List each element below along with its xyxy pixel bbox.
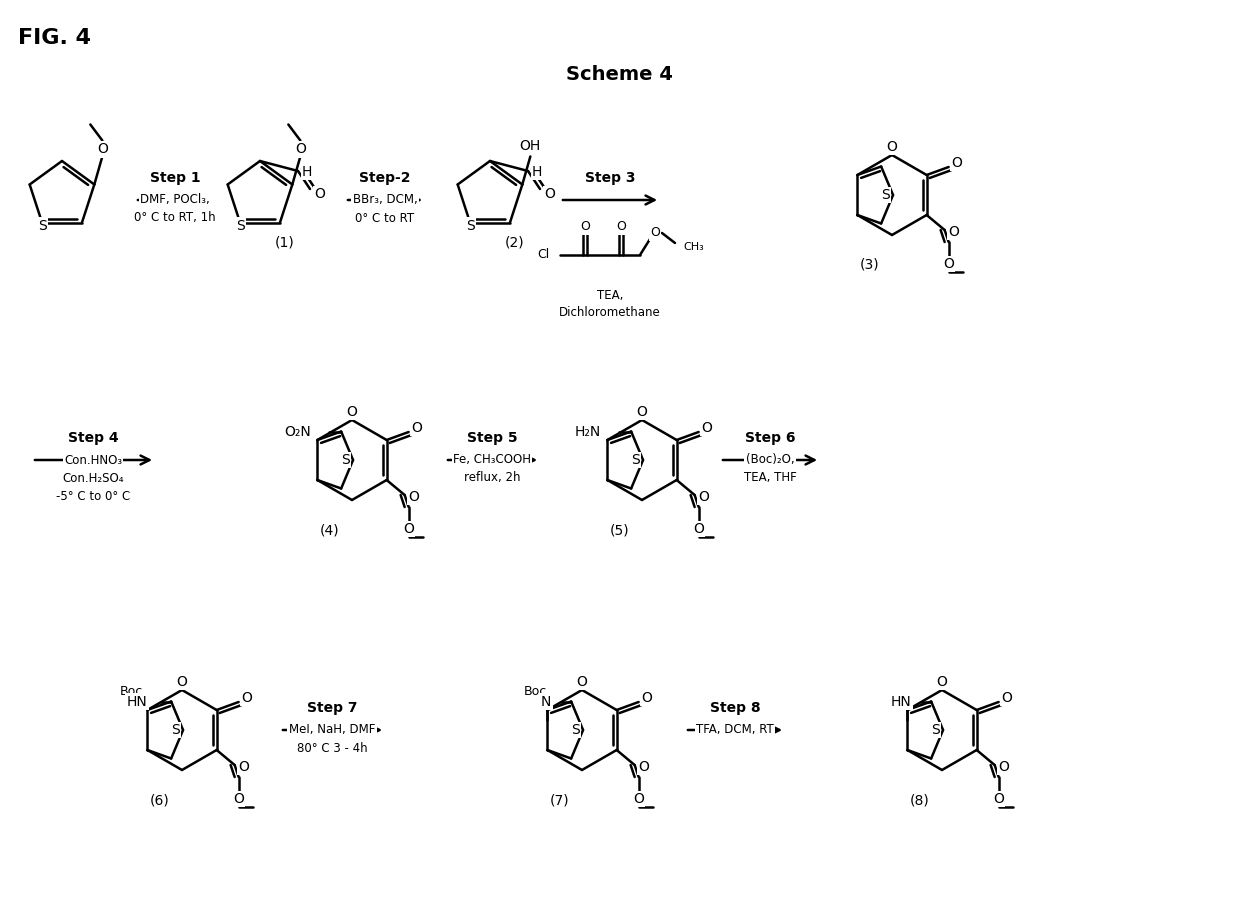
Text: Cl: Cl bbox=[538, 248, 550, 262]
Text: Boc: Boc bbox=[120, 685, 144, 698]
Text: Con.H₂SO₄: Con.H₂SO₄ bbox=[62, 472, 124, 484]
Text: (3): (3) bbox=[860, 258, 880, 272]
Text: S: S bbox=[930, 723, 939, 737]
Text: (5): (5) bbox=[610, 523, 629, 537]
Text: Step 3: Step 3 bbox=[585, 171, 636, 185]
Text: O: O bbox=[409, 490, 420, 504]
Text: Step 4: Step 4 bbox=[68, 431, 118, 445]
Text: H: H bbox=[302, 165, 312, 179]
Text: TEA,: TEA, bbox=[597, 288, 623, 302]
Text: S: S bbox=[235, 218, 244, 233]
Text: O: O bbox=[97, 143, 108, 156]
Text: O: O bbox=[999, 760, 1010, 774]
Text: Step-2: Step-2 bbox=[359, 171, 411, 185]
Text: TFA, DCM, RT: TFA, DCM, RT bbox=[696, 724, 774, 736]
Text: reflux, 2h: reflux, 2h bbox=[463, 472, 520, 484]
Text: O: O bbox=[994, 792, 1004, 806]
Text: (8): (8) bbox=[911, 793, 930, 807]
Text: O: O bbox=[633, 792, 644, 806]
Text: OH: OH bbox=[519, 139, 541, 154]
Text: Scheme 4: Scheme 4 bbox=[565, 65, 673, 85]
Text: O: O bbox=[937, 675, 948, 689]
Text: 0° C to RT, 1h: 0° C to RT, 1h bbox=[134, 212, 216, 225]
Text: Con.HNO₃: Con.HNO₃ bbox=[64, 454, 123, 466]
Text: O: O bbox=[699, 490, 710, 504]
Text: O: O bbox=[642, 691, 652, 705]
Text: (Boc)₂O,: (Boc)₂O, bbox=[746, 454, 794, 466]
Text: 80° C 3 - 4h: 80° C 3 - 4h bbox=[296, 742, 367, 754]
Text: S: S bbox=[571, 723, 580, 737]
Text: -5° C to 0° C: -5° C to 0° C bbox=[56, 490, 130, 503]
Text: S: S bbox=[171, 723, 180, 737]
Text: S: S bbox=[631, 453, 639, 467]
Text: O: O bbox=[1001, 691, 1012, 705]
Text: O: O bbox=[177, 675, 187, 689]
Text: CH₃: CH₃ bbox=[683, 242, 704, 252]
Text: N: N bbox=[540, 694, 551, 708]
Text: O: O bbox=[295, 143, 306, 156]
Text: O₂N: O₂N bbox=[285, 425, 311, 438]
Text: Step 7: Step 7 bbox=[307, 701, 357, 715]
Text: O: O bbox=[347, 405, 357, 419]
Text: O: O bbox=[403, 522, 414, 536]
Text: O: O bbox=[242, 691, 252, 705]
Text: 0° C to RT: 0° C to RT bbox=[356, 212, 415, 225]
Text: O: O bbox=[411, 421, 422, 435]
Text: Fe, CH₃COOH: Fe, CH₃COOH bbox=[453, 454, 532, 466]
Text: O: O bbox=[887, 140, 897, 154]
Text: O: O bbox=[693, 522, 704, 536]
Text: Step 1: Step 1 bbox=[150, 171, 201, 185]
Text: (7): (7) bbox=[550, 793, 570, 807]
Text: O: O bbox=[313, 187, 325, 201]
Text: S: S bbox=[341, 453, 349, 467]
Text: O: O bbox=[239, 760, 249, 774]
Text: MeI, NaH, DMF: MeI, NaH, DMF bbox=[289, 724, 375, 736]
Text: HN: HN bbox=[891, 694, 911, 708]
Text: O: O bbox=[952, 156, 961, 170]
Text: O: O bbox=[701, 421, 712, 435]
Text: O: O bbox=[616, 221, 626, 234]
Text: O: O bbox=[650, 226, 660, 239]
Text: Step 8: Step 8 bbox=[710, 701, 761, 715]
Text: Step 5: Step 5 bbox=[467, 431, 518, 445]
Text: (1): (1) bbox=[275, 235, 295, 249]
Text: Step 6: Step 6 bbox=[745, 431, 795, 445]
Text: O: O bbox=[233, 792, 244, 806]
Text: FIG. 4: FIG. 4 bbox=[19, 28, 90, 48]
Text: S: S bbox=[37, 218, 46, 233]
Text: H₂N: H₂N bbox=[575, 425, 601, 438]
Text: O: O bbox=[943, 257, 954, 271]
Text: O: O bbox=[544, 187, 555, 201]
Text: Dichloromethane: Dichloromethane bbox=[559, 306, 660, 319]
Text: H: H bbox=[532, 165, 543, 179]
Text: O: O bbox=[637, 405, 648, 419]
Text: O: O bbox=[580, 221, 590, 234]
Text: HN: HN bbox=[126, 694, 147, 708]
Text: (6): (6) bbox=[150, 793, 170, 807]
Text: (4): (4) bbox=[320, 523, 339, 537]
Text: DMF, POCl₃,: DMF, POCl₃, bbox=[140, 194, 209, 206]
Text: Boc: Boc bbox=[524, 685, 548, 698]
Text: TEA, THF: TEA, THF bbox=[743, 472, 797, 484]
Text: O: O bbox=[576, 675, 587, 689]
Text: (2): (2) bbox=[506, 235, 525, 249]
Text: S: S bbox=[466, 218, 475, 233]
Text: BBr₃, DCM,: BBr₃, DCM, bbox=[353, 194, 418, 206]
Text: O: O bbox=[638, 760, 649, 774]
Text: S: S bbox=[881, 188, 890, 202]
Text: O: O bbox=[949, 225, 959, 239]
